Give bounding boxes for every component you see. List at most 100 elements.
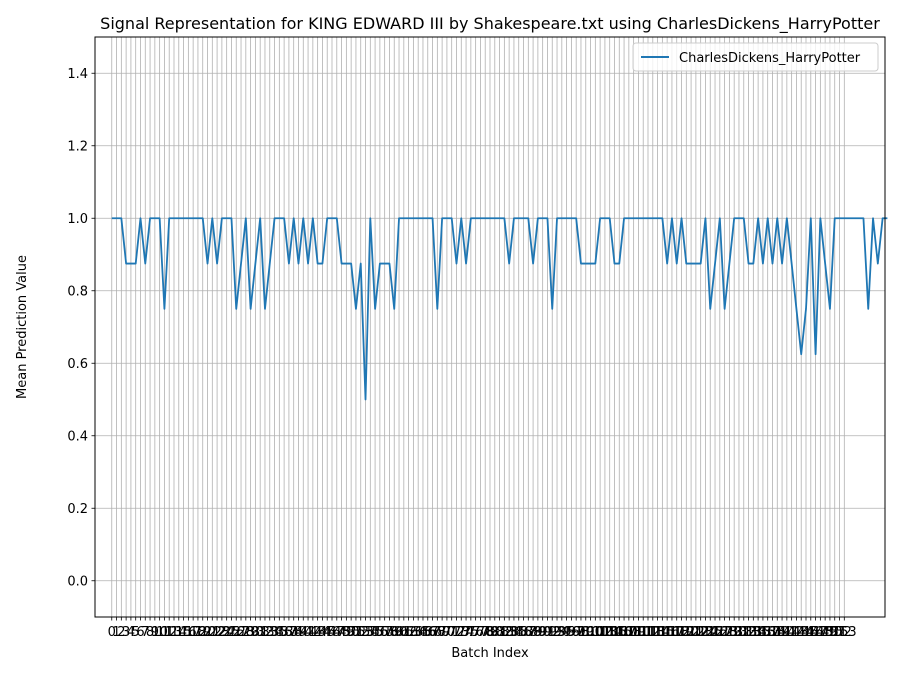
x-tick-label: 115 — [650, 625, 675, 640]
x-tick-label: 49 — [338, 625, 355, 640]
x-tick-label: 136 — [750, 625, 775, 640]
x-tick-label: 62 — [400, 625, 417, 640]
x-tick-label: 39 — [290, 625, 307, 640]
x-tick-label: 151 — [822, 625, 847, 640]
x-tick-label: 83 — [501, 625, 518, 640]
x-tick-label: 47 — [329, 625, 346, 640]
x-tick-label: 70 — [439, 625, 456, 640]
x-tick-label: 127 — [707, 625, 732, 640]
x-tick-label: 75 — [463, 625, 480, 640]
x-tick-label: 29 — [242, 625, 259, 640]
x-tick-label: 106 — [607, 625, 632, 640]
x-tick-label: 73 — [453, 625, 470, 640]
x-tick-label: 66 — [419, 625, 436, 640]
x-tick-label: 33 — [261, 625, 278, 640]
x-tick-label: 34 — [266, 625, 283, 640]
x-tick-label: 25 — [223, 625, 240, 640]
x-tick-label: 79 — [482, 625, 499, 640]
x-tick-label: 110 — [626, 625, 651, 640]
x-tick-label: 100 — [578, 625, 603, 640]
x-tick-label: 152 — [827, 625, 852, 640]
x-tick-label: 77 — [472, 625, 489, 640]
x-tick-label: 147 — [803, 625, 828, 640]
x-tick-label: 28 — [238, 625, 255, 640]
x-tick-label: 144 — [789, 625, 814, 640]
x-tick-label: 55 — [367, 625, 384, 640]
x-tick-label: 6 — [136, 625, 144, 640]
x-tick-label: 118 — [664, 625, 689, 640]
series-layer — [111, 217, 888, 401]
x-tick-label: 58 — [381, 625, 398, 640]
x-tick-label: 108 — [616, 625, 641, 640]
x-tick-label: 40 — [295, 625, 312, 640]
x-tick-label: 92 — [544, 625, 561, 640]
x-tick-label: 140 — [770, 625, 795, 640]
legend-box — [632, 42, 879, 72]
x-tick-label: 134 — [741, 625, 766, 640]
x-tick-label: 89 — [530, 625, 547, 640]
series-line — [111, 217, 888, 401]
x-tick-label: 143 — [784, 625, 809, 640]
x-tick-label: 53 — [357, 625, 374, 640]
x-tick-label: 12 — [161, 625, 178, 640]
x-tick-label: 116 — [655, 625, 680, 640]
x-tick-label: 30 — [247, 625, 264, 640]
x-tick-label: 35 — [271, 625, 288, 640]
x-tick-label: 1 — [112, 625, 120, 640]
x-tick-label: 60 — [391, 625, 408, 640]
x-tick-label: 54 — [362, 625, 379, 640]
x-tick-label: 93 — [549, 625, 566, 640]
y-tick-label: 1.2 — [67, 139, 88, 154]
x-tick-label: 31 — [252, 625, 269, 640]
x-tick-label: 121 — [679, 625, 704, 640]
y-tick-label: 0.0 — [67, 574, 88, 589]
x-tick-label: 119 — [669, 625, 694, 640]
y-tick-label: 0.6 — [67, 357, 88, 372]
y-tick-label: 0.8 — [67, 284, 88, 299]
x-tick-label: 124 — [693, 625, 718, 640]
x-tick-label: 111 — [631, 625, 656, 640]
x-tick-label: 149 — [813, 625, 838, 640]
x-tick-label: 130 — [722, 625, 747, 640]
x-tick-label: 146 — [798, 625, 823, 640]
x-tick-label: 153 — [832, 625, 857, 640]
x-tick-label: 11 — [156, 625, 173, 640]
x-tick-label: 8 — [146, 625, 154, 640]
x-tick-label: 32 — [257, 625, 274, 640]
x-tick-label: 113 — [640, 625, 665, 640]
x-tick-label: 5 — [132, 625, 140, 640]
x-tick-label: 52 — [352, 625, 369, 640]
x-gridlines — [111, 37, 845, 617]
y-tick-label: 0.2 — [67, 502, 88, 517]
x-tick-label: 132 — [731, 625, 756, 640]
y-axis-label: Mean Prediction Value — [15, 255, 30, 399]
x-tick-label: 98 — [573, 625, 590, 640]
x-tick-label: 4 — [127, 625, 135, 640]
x-tick-label: 38 — [285, 625, 302, 640]
x-tick-label: 15 — [175, 625, 192, 640]
x-tick-label: 14 — [171, 625, 188, 640]
x-tick-label: 101 — [583, 625, 608, 640]
y-axis-ticks: 0.0 0.2 0.4 0.6 0.8 1.0 1.2 1.4 — [67, 67, 95, 589]
x-tick-label: 123 — [688, 625, 713, 640]
x-tick-label: 48 — [333, 625, 350, 640]
x-tick-label: 135 — [746, 625, 771, 640]
x-tick-label: 107 — [612, 625, 637, 640]
x-tick-label: 142 — [779, 625, 804, 640]
x-tick-label: 117 — [660, 625, 685, 640]
x-tick-label: 78 — [477, 625, 494, 640]
x-tick-label: 103 — [592, 625, 617, 640]
legend-label: CharlesDickens_HarryPotter — [679, 51, 861, 66]
x-tick-label: 18 — [190, 625, 207, 640]
x-tick-label: 145 — [794, 625, 819, 640]
x-tick-label: 91 — [539, 625, 556, 640]
x-tick-label: 69 — [434, 625, 451, 640]
x-tick-label: 122 — [683, 625, 708, 640]
x-tick-label: 87 — [520, 625, 537, 640]
x-tick-label: 61 — [396, 625, 413, 640]
x-tick-label: 85 — [510, 625, 527, 640]
x-tick-label: 44 — [314, 625, 331, 640]
x-tick-label: 13 — [166, 625, 183, 640]
x-tick-label: 26 — [228, 625, 245, 640]
legend: CharlesDickens_HarryPotter — [632, 42, 879, 72]
